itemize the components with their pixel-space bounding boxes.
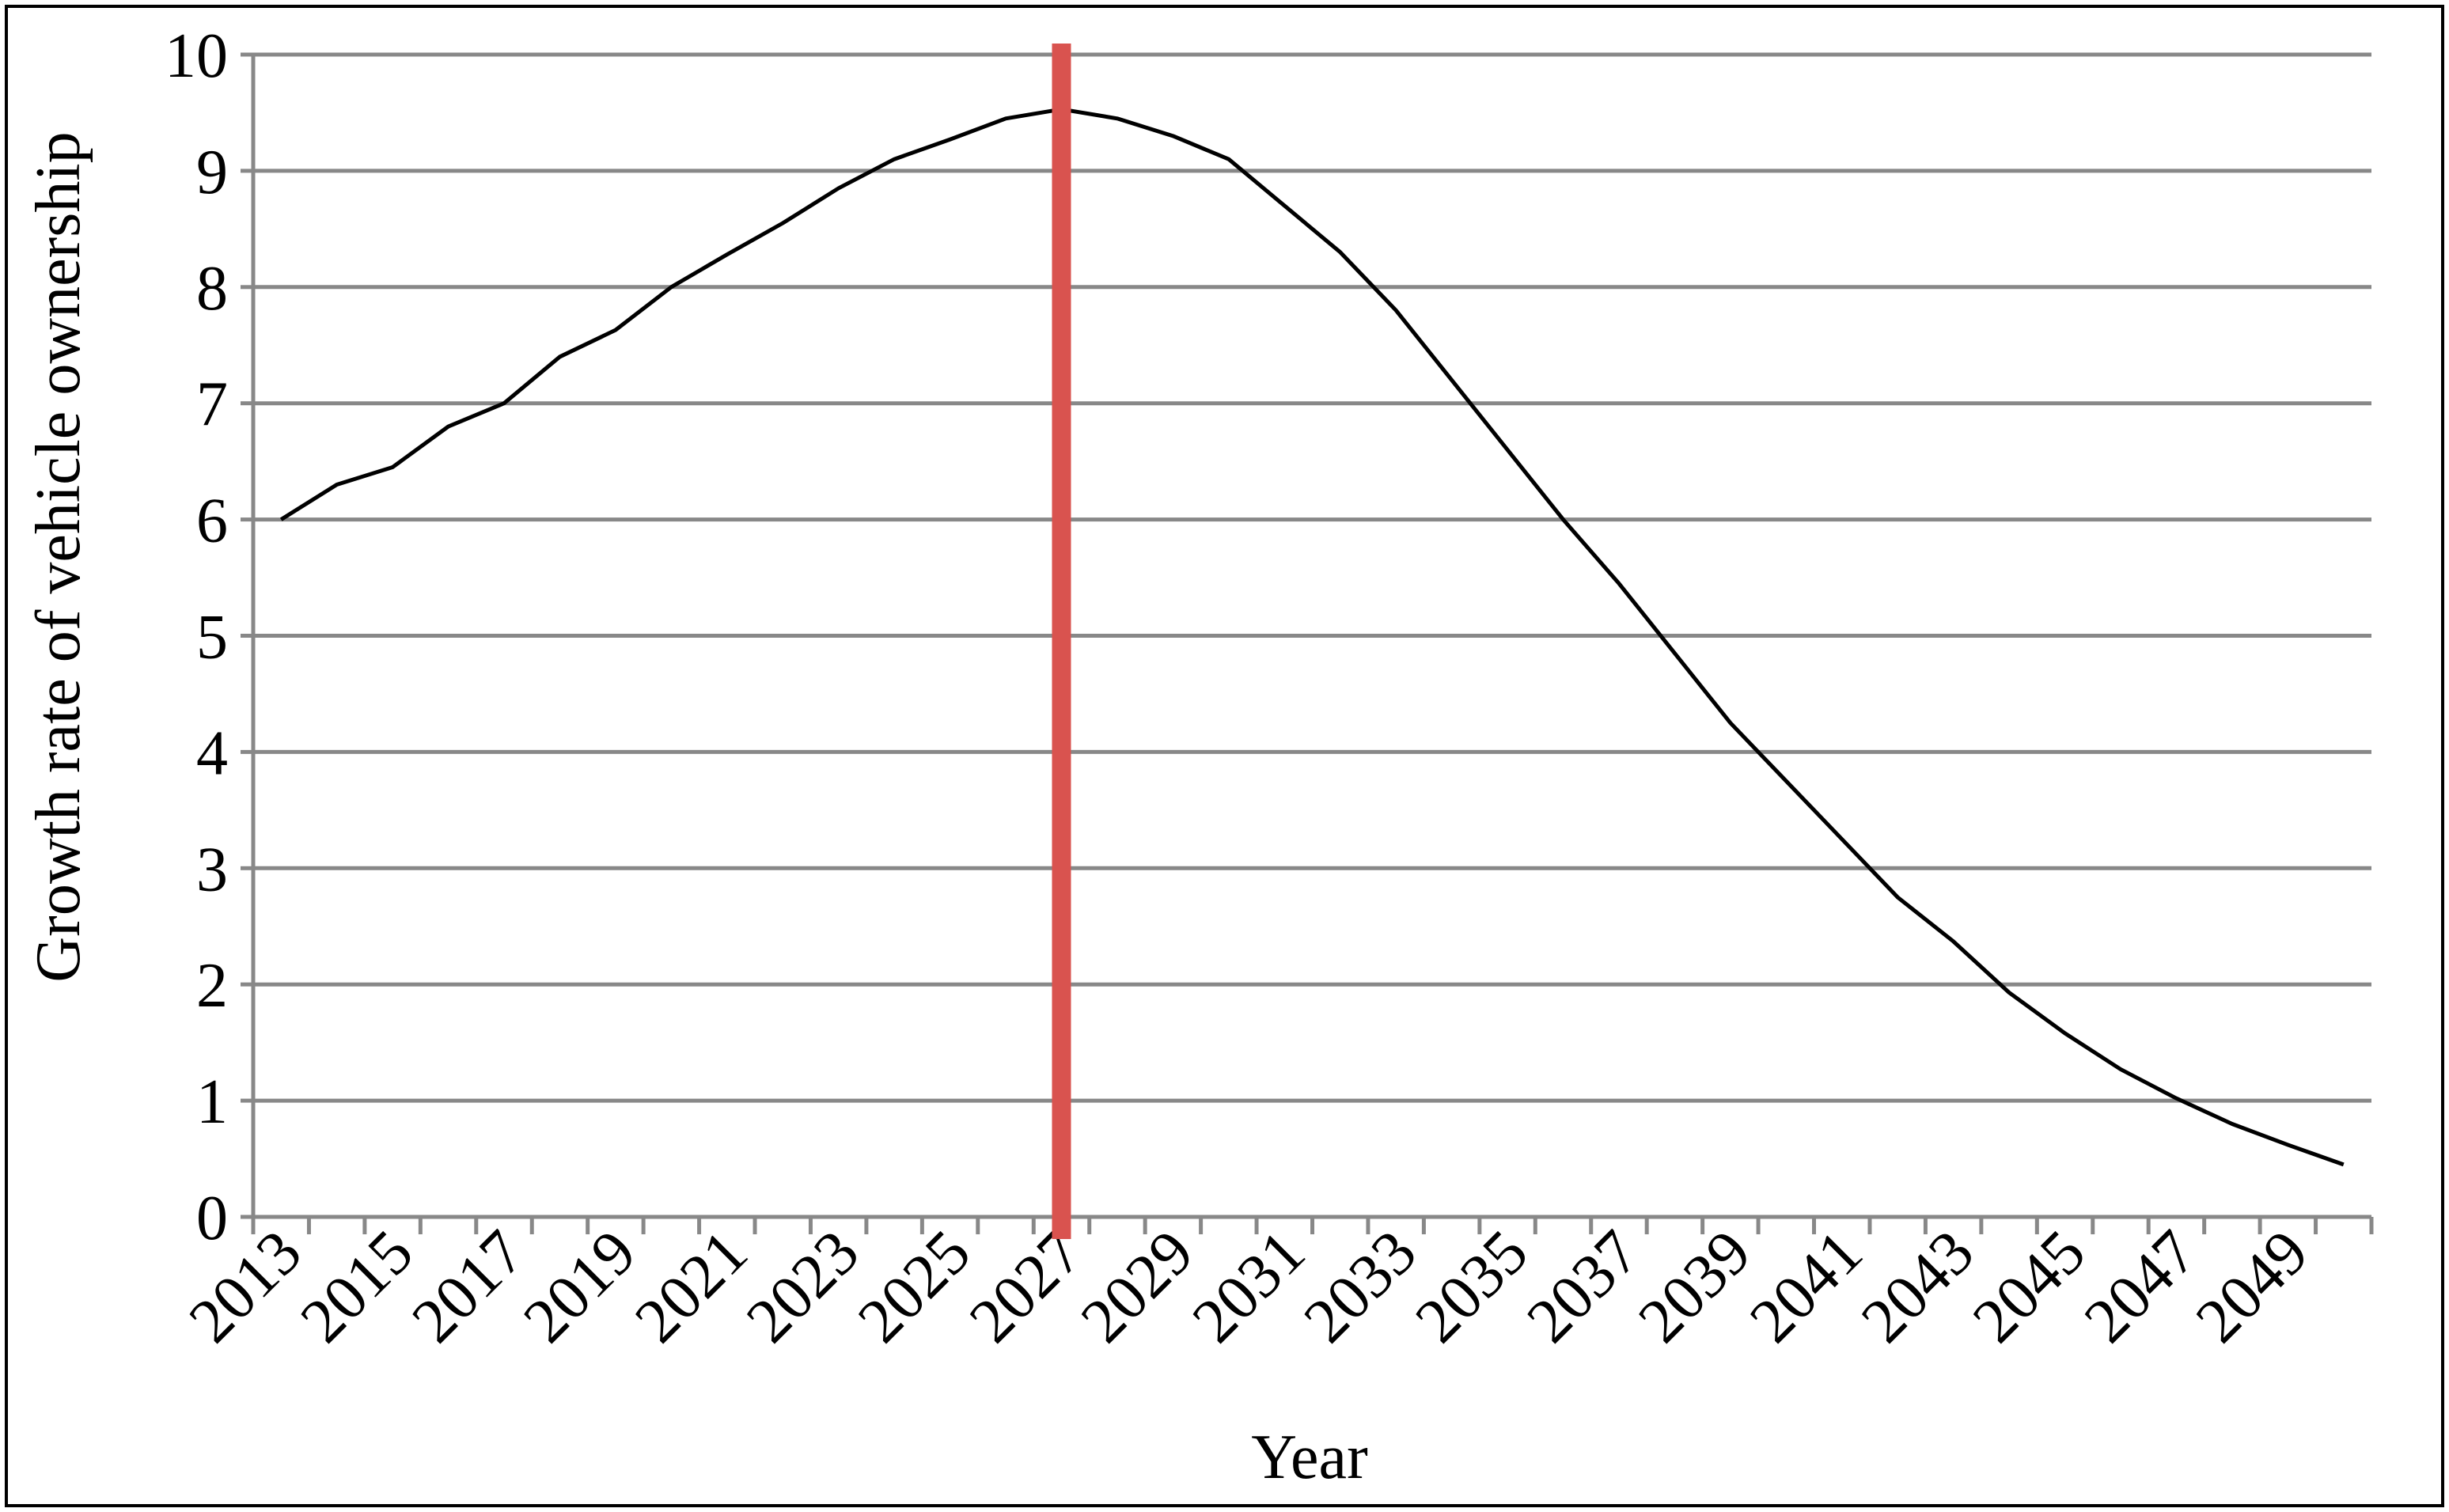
y-tick-label: 1 [196, 1067, 228, 1137]
x-tick-label: 2047 [2072, 1218, 2210, 1356]
x-tick-label: 2031 [1180, 1218, 1318, 1356]
x-tick-label: 2029 [1068, 1218, 1207, 1356]
y-tick-label: 2 [196, 951, 228, 1021]
x-tick-label: 2021 [622, 1218, 760, 1356]
x-tick-label: 2015 [287, 1218, 426, 1356]
y-tick-label: 9 [196, 138, 228, 207]
x-tick-label: 2033 [1291, 1218, 1430, 1356]
x-tick-label: 2043 [1848, 1218, 1987, 1356]
y-tick-label: 0 [196, 1184, 228, 1253]
y-tick-label: 8 [196, 254, 228, 324]
y-tick-label: 10 [165, 21, 228, 91]
x-tick-label: 2019 [510, 1218, 649, 1356]
x-tick-label: 2017 [399, 1218, 537, 1356]
x-axis-label: Year [1251, 1423, 1367, 1492]
y-tick-label: 7 [196, 370, 228, 440]
y-tick-label: 4 [196, 718, 228, 788]
x-tick-label: 2025 [845, 1218, 984, 1356]
y-tick-label: 5 [196, 603, 228, 673]
x-tick-label: 2045 [1960, 1218, 2098, 1356]
line [279, 107, 2345, 1167]
y-axis-label: Growth rate of vehicle ownership [24, 131, 93, 982]
y-tick-label: 3 [196, 835, 228, 904]
x-tick-label: 2039 [1625, 1218, 1764, 1356]
frame [5, 5, 2444, 1507]
x-tick-label: 2049 [2183, 1218, 2322, 1356]
x-tick-label: 2035 [1402, 1218, 1541, 1356]
x-tick-label: 2027 [957, 1218, 1095, 1356]
y-tick-label: 6 [196, 487, 228, 556]
x-tick-label: 2023 [734, 1218, 872, 1356]
x-tick-label: 2037 [1514, 1218, 1652, 1356]
x-tick-label: 2041 [1737, 1218, 1875, 1356]
